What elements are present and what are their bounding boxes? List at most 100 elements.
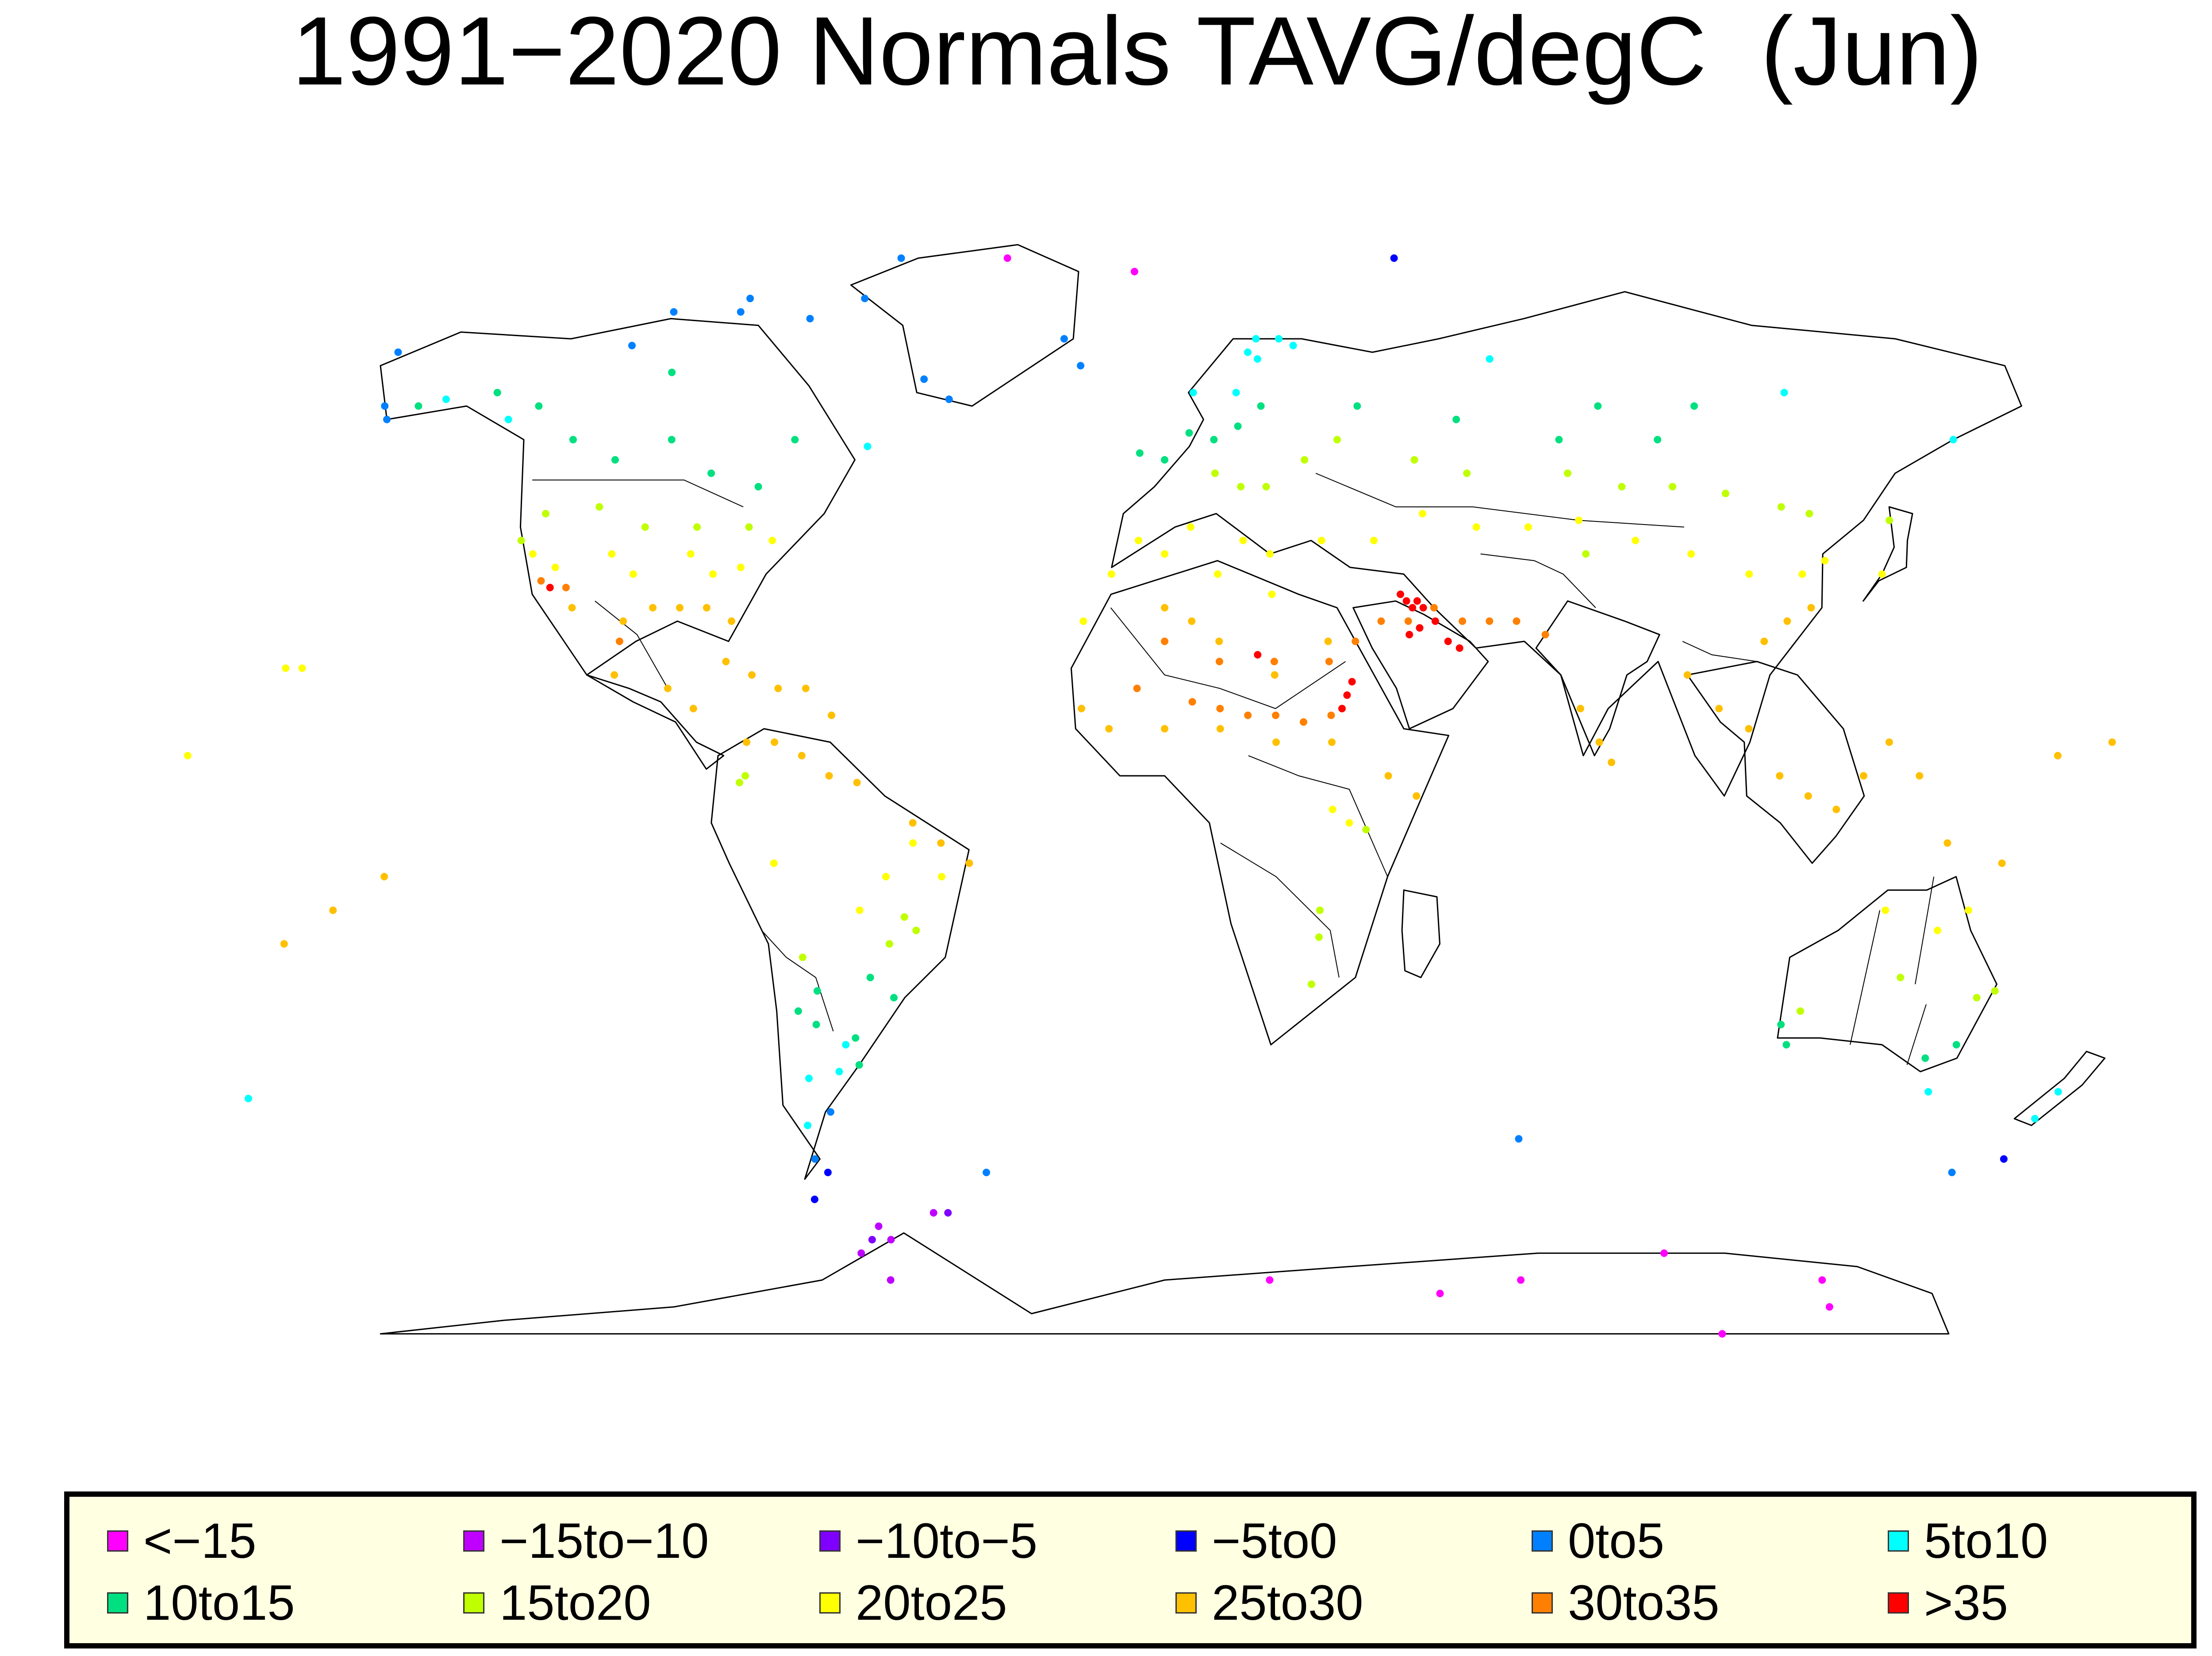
station-dot-20to25 — [882, 873, 890, 881]
station-dot-20to25 — [1472, 523, 1480, 531]
station-dot-0to5 — [983, 1169, 991, 1177]
station-dot-0to5 — [945, 395, 953, 403]
legend-swatch — [1175, 1592, 1197, 1614]
station-dot-25to30 — [828, 711, 836, 719]
station-dot-15to20 — [1797, 1007, 1804, 1015]
station-dot-10to15 — [794, 1007, 802, 1015]
station-dot-30to35 — [1270, 658, 1278, 666]
station-dot-0to5 — [827, 1108, 834, 1116]
station-dot-5to10 — [1232, 389, 1240, 397]
country-border-line — [595, 601, 668, 689]
station-dot-30to35 — [1541, 631, 1549, 639]
station-dot-15to20 — [900, 913, 908, 921]
station-dot-20to25 — [687, 550, 695, 558]
greenland-outline — [850, 244, 1079, 407]
station-dot-15to20 — [693, 523, 701, 531]
station-dot-25to30 — [1078, 705, 1085, 713]
legend-swatch — [107, 1530, 128, 1552]
station-dot-15 — [1718, 1330, 1726, 1338]
station-dot-15to20 — [1973, 994, 1981, 1002]
africa-outline — [1070, 560, 1449, 1046]
station-dot-15to20 — [1805, 510, 1813, 518]
station-dot-30to35 — [1216, 705, 1224, 713]
station-dot-30to35 — [1486, 617, 1494, 625]
legend-swatch — [107, 1592, 128, 1614]
station-dot-15to20 — [1721, 490, 1729, 498]
station-dot-layer — [184, 254, 2116, 1338]
japan-outline — [1863, 506, 1913, 602]
station-dot-5to0 — [824, 1169, 832, 1177]
station-dot-0to5 — [1060, 335, 1068, 343]
station-dot-10to15 — [1185, 429, 1193, 437]
station-dot-25to30 — [743, 738, 751, 746]
station-dot-5to0 — [2000, 1155, 2008, 1163]
station-dot-10to15 — [1452, 415, 1460, 423]
station-dot-25to30 — [1324, 637, 1332, 645]
legend-item-25-to-30: 25to30 — [1175, 1576, 1363, 1629]
station-dot-20to25 — [1345, 819, 1353, 827]
station-dot-20to25 — [768, 537, 776, 544]
station-dot-15 — [1517, 1276, 1525, 1284]
station-dot-30to35 — [1300, 718, 1307, 726]
station-dot-15to20 — [1333, 436, 1341, 444]
station-dot-20to25 — [1525, 523, 1532, 531]
station-dot-25to30 — [1807, 604, 1815, 612]
station-dot-0to5 — [861, 295, 869, 303]
station-dot-30to35 — [1377, 617, 1385, 625]
station-dot-20to25 — [856, 906, 864, 914]
station-dot-25to30 — [1745, 725, 1753, 733]
australia-outline — [1777, 876, 1997, 1073]
station-dot-5to10 — [835, 1068, 843, 1076]
station-dot-0to5 — [381, 402, 389, 410]
station-dot-15 — [1436, 1289, 1444, 1297]
station-dot-10to15 — [493, 389, 501, 397]
station-dot-15to20 — [745, 523, 753, 531]
station-dot-25to30 — [2108, 738, 2116, 746]
station-dot-30to35 — [1272, 711, 1279, 719]
legend-label: 15to20 — [499, 1575, 651, 1630]
station-dot-20to25 — [909, 839, 917, 847]
station-dot-10to15 — [1921, 1054, 1929, 1062]
station-dot-30to35 — [1161, 637, 1168, 645]
station-dot-15to20 — [595, 503, 603, 511]
station-dot-25to30 — [568, 604, 576, 612]
station-dot-5to10 — [805, 1074, 813, 1082]
station-dot-15to20 — [736, 778, 743, 786]
station-dot-20to25 — [1821, 557, 1829, 565]
station-dot-5to10 — [1924, 1088, 1932, 1096]
station-dot-20to25 — [282, 664, 290, 672]
station-dot-35 — [1348, 678, 1356, 686]
station-dot-30to35 — [1244, 711, 1252, 719]
station-dot-25to30 — [689, 705, 697, 713]
station-dot-25to30 — [664, 684, 672, 692]
legend-item-greater-than-35: >35 — [1888, 1576, 2008, 1629]
station-dot-20to25 — [1214, 570, 1222, 578]
station-dot-25to30 — [853, 778, 861, 786]
station-dot-25to30 — [619, 617, 627, 625]
station-dot-20to25 — [1266, 550, 1274, 558]
station-dot-25to30 — [748, 671, 756, 679]
station-dot-30to35 — [615, 637, 623, 645]
legend-item-less-than-minus-15: <−15 — [107, 1514, 256, 1568]
legend-item-30-to-35: 30to35 — [1532, 1576, 1720, 1629]
station-dot-15 — [1818, 1276, 1826, 1284]
station-dot-15to20 — [1237, 483, 1245, 491]
station-dot-5to10 — [1253, 355, 1261, 363]
station-dot-10to15 — [707, 469, 715, 477]
station-dot-35 — [1419, 604, 1427, 612]
station-dot-10to15 — [813, 987, 821, 995]
station-dot-10to15 — [668, 436, 676, 444]
station-dot-35 — [1254, 651, 1262, 659]
station-dot-5to10 — [1252, 335, 1260, 343]
station-dot-20to25 — [1107, 570, 1115, 578]
chart-title: 1991−2020 Normals TAVG/degC (Jun) — [292, 0, 1983, 105]
station-dot-25to30 — [1188, 617, 1196, 625]
station-dot-25to30 — [798, 751, 806, 759]
station-dot-15 — [1130, 268, 1138, 276]
legend-item-0-to-5: 0to5 — [1532, 1514, 1664, 1568]
legend-label: 5to10 — [1924, 1513, 2048, 1568]
station-dot-25to30 — [1916, 772, 1924, 780]
legend-swatch — [819, 1530, 841, 1552]
station-dot-10to15 — [668, 368, 676, 376]
central-america-outline — [586, 674, 725, 770]
